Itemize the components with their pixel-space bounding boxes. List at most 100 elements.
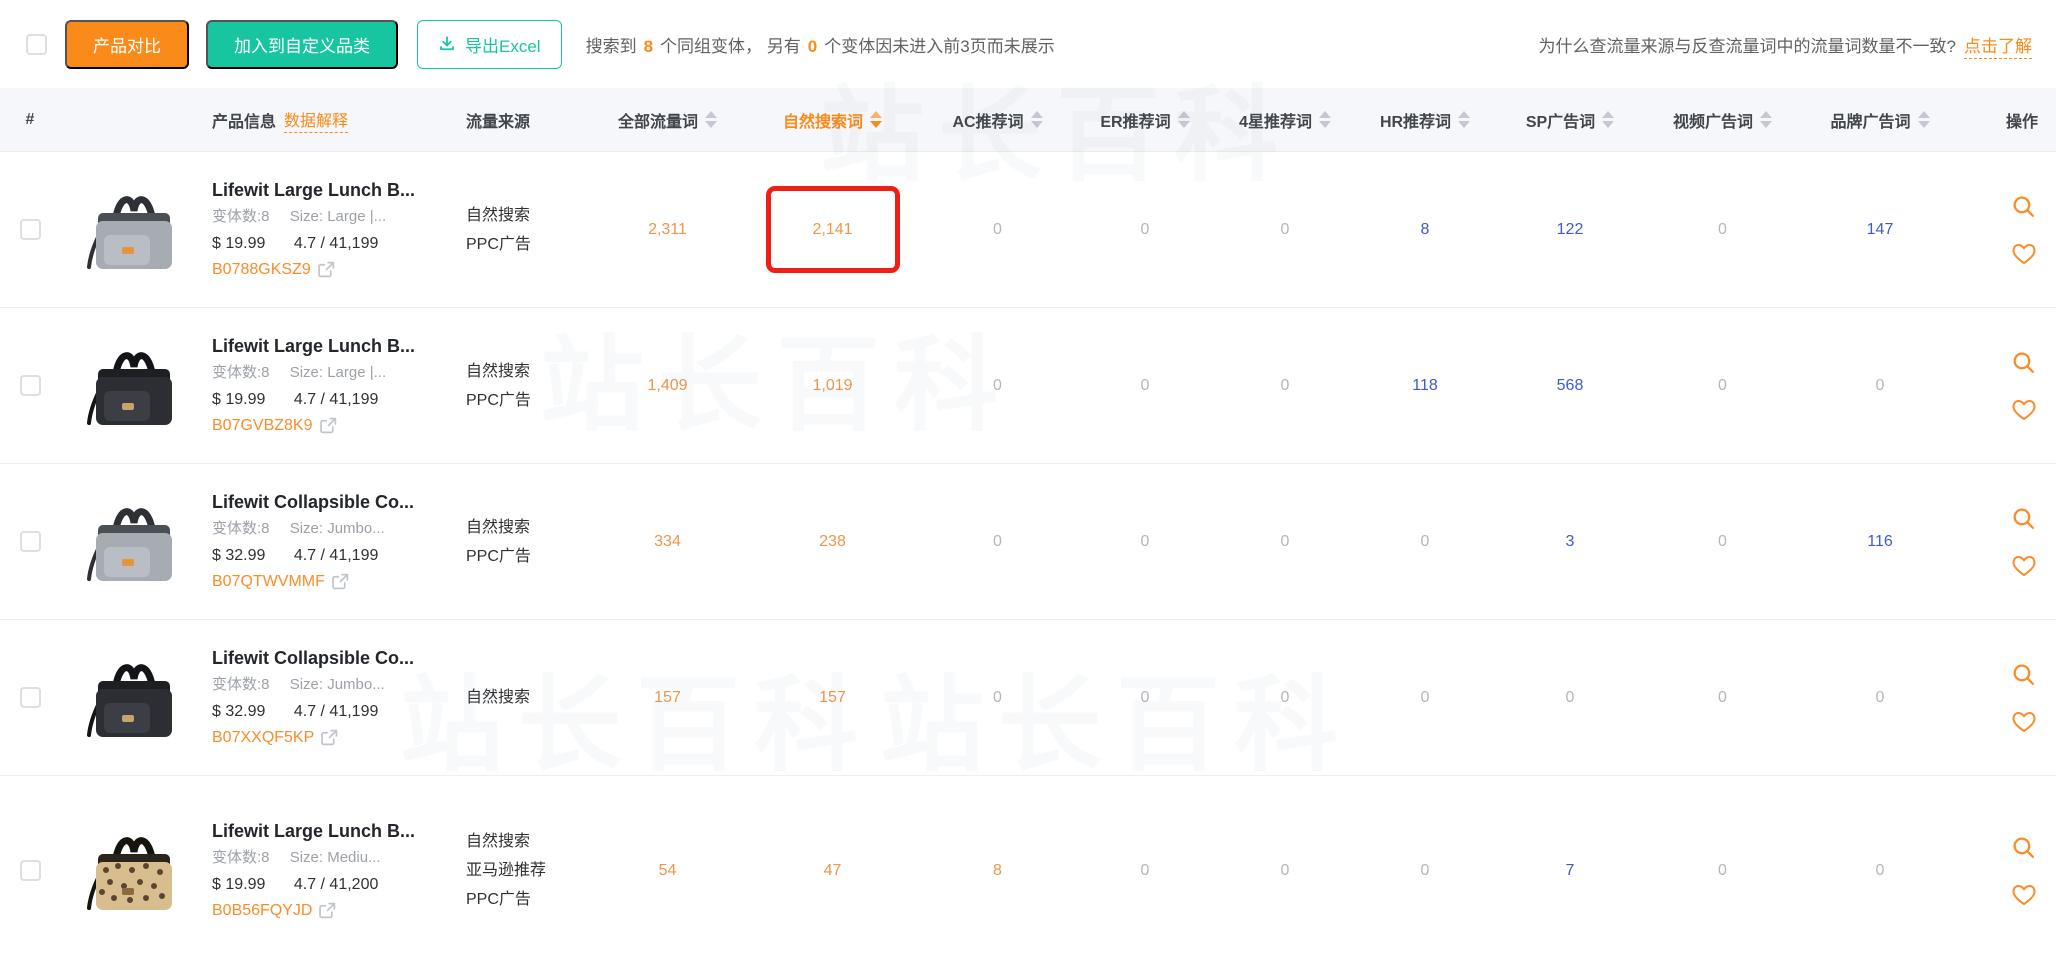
header-natural-search-words[interactable]: 自然搜索词 [745,108,920,132]
asin-link[interactable]: B0788GKSZ9 [212,260,311,278]
row-checkbox[interactable] [19,687,41,708]
ac-words-value[interactable]: 0 [993,376,1002,394]
favorite-heart-icon[interactable] [2012,711,2036,733]
favorite-heart-icon[interactable] [2012,555,2036,577]
row-checkbox[interactable] [19,375,41,396]
sp-ad-words-value[interactable]: 568 [1556,376,1584,394]
natural-search-words-value[interactable]: 157 [819,688,846,706]
header-er-words[interactable]: ER推荐词 [1075,108,1215,132]
video-ad-words-value[interactable]: 0 [1718,532,1727,550]
ac-words-value[interactable]: 0 [993,688,1002,706]
4star-words-value[interactable]: 0 [1280,688,1290,706]
sort-carets-icon[interactable] [870,111,882,128]
sort-carets-icon[interactable] [1030,111,1043,128]
external-link-icon[interactable] [332,573,349,590]
er-words-value[interactable]: 0 [1140,688,1150,706]
header-sp-ad-words[interactable]: SP广告词 [1495,108,1645,132]
search-traffic-icon[interactable] [2011,506,2036,531]
external-link-icon[interactable] [319,417,337,434]
sort-carets-icon[interactable] [1458,111,1471,128]
external-link-icon[interactable] [317,261,335,278]
select-all-checkbox[interactable] [26,33,47,55]
er-words-value[interactable]: 0 [1140,376,1150,394]
product-image[interactable] [84,184,184,276]
asin-link[interactable]: B07GVBZ8K9 [212,416,313,434]
hr-words-value[interactable]: 0 [1420,861,1430,879]
product-image[interactable] [84,496,184,588]
sort-carets-icon[interactable] [705,111,717,128]
product-image[interactable] [84,652,184,744]
sp-ad-words-value[interactable]: 0 [1565,688,1575,706]
hr-words-value[interactable]: 0 [1420,532,1430,550]
all-traffic-words-value[interactable]: 2,311 [648,220,687,238]
help-link[interactable]: 点击了解 [1964,36,2032,59]
er-words-value[interactable]: 0 [1140,861,1150,879]
row-checkbox[interactable] [19,531,41,552]
header-brand-ad-words[interactable]: 品牌广告词 [1800,108,1960,132]
product-image[interactable] [84,825,184,917]
hr-words-value[interactable]: 0 [1420,688,1430,706]
sp-ad-words-value[interactable]: 122 [1556,220,1584,238]
product-title[interactable]: Lifewit Collapsible Co... [212,491,415,512]
sort-carets-icon[interactable] [1760,111,1772,128]
add-to-custom-category-button[interactable]: 加入到自定义品类 [206,19,398,69]
export-excel-button[interactable]: 导出Excel [417,19,562,69]
header-hr-words[interactable]: HR推荐词 [1355,108,1495,132]
natural-search-words-value[interactable]: 2,141 [812,220,853,238]
search-traffic-icon[interactable] [2011,350,2036,375]
natural-search-words-value[interactable]: 238 [819,532,846,550]
header-video-ad-words[interactable]: 视频广告词 [1645,108,1800,132]
brand-ad-words-value[interactable]: 0 [1875,376,1885,394]
ac-words-value[interactable]: 8 [993,861,1002,879]
sort-carets-icon[interactable] [1318,111,1331,128]
all-traffic-words-value[interactable]: 334 [654,532,681,550]
product-image[interactable] [84,340,184,432]
er-words-value[interactable]: 0 [1140,220,1150,238]
header-ac-words[interactable]: AC推荐词 [920,108,1075,132]
sort-carets-icon[interactable] [1917,111,1930,128]
product-title[interactable]: Lifewit Large Lunch B... [212,179,416,200]
search-traffic-icon[interactable] [2011,194,2036,219]
asin-link[interactable]: B0B56FQYJD [212,901,313,919]
product-title[interactable]: Lifewit Collapsible Co... [212,647,415,668]
hr-words-value[interactable]: 118 [1412,376,1438,394]
brand-ad-words-value[interactable]: 0 [1875,861,1885,879]
asin-link[interactable]: B07QTWVMMF [212,572,325,590]
brand-ad-words-value[interactable]: 0 [1875,688,1885,706]
header-4star-words[interactable]: 4星推荐词 [1215,108,1355,132]
search-traffic-icon[interactable] [2011,662,2036,687]
product-title[interactable]: Lifewit Large Lunch B... [212,335,416,356]
all-traffic-words-value[interactable]: 157 [654,688,681,706]
sort-carets-icon[interactable] [1602,111,1615,128]
search-traffic-icon[interactable] [2011,835,2036,860]
all-traffic-words-value[interactable]: 1,409 [647,376,688,394]
compare-products-button[interactable]: 产品对比 [65,19,189,69]
4star-words-value[interactable]: 0 [1280,532,1290,550]
external-link-icon[interactable] [321,729,338,746]
ac-words-value[interactable]: 0 [993,532,1002,550]
ac-words-value[interactable]: 0 [993,220,1002,238]
row-checkbox[interactable] [19,219,41,240]
data-explanation-link[interactable]: 数据解释 [284,107,349,133]
4star-words-value[interactable]: 0 [1280,376,1290,394]
natural-search-words-value[interactable]: 1,019 [812,376,853,394]
video-ad-words-value[interactable]: 0 [1718,688,1727,706]
asin-link[interactable]: B07XXQF5KP [212,728,315,746]
4star-words-value[interactable]: 0 [1280,861,1290,879]
external-link-icon[interactable] [319,902,336,919]
product-title[interactable]: Lifewit Large Lunch B... [212,820,416,841]
sort-carets-icon[interactable] [1177,111,1190,128]
4star-words-value[interactable]: 0 [1280,220,1290,238]
header-all-traffic-words[interactable]: 全部流量词 [590,108,745,132]
favorite-heart-icon[interactable] [2012,243,2036,265]
hr-words-value[interactable]: 8 [1420,220,1430,238]
brand-ad-words-value[interactable]: 116 [1867,532,1893,550]
all-traffic-words-value[interactable]: 54 [658,861,677,879]
video-ad-words-value[interactable]: 0 [1718,861,1727,879]
video-ad-words-value[interactable]: 0 [1718,376,1727,394]
er-words-value[interactable]: 0 [1140,532,1150,550]
natural-search-words-value[interactable]: 47 [823,861,842,879]
favorite-heart-icon[interactable] [2012,884,2036,906]
brand-ad-words-value[interactable]: 147 [1866,220,1894,238]
favorite-heart-icon[interactable] [2012,399,2036,421]
